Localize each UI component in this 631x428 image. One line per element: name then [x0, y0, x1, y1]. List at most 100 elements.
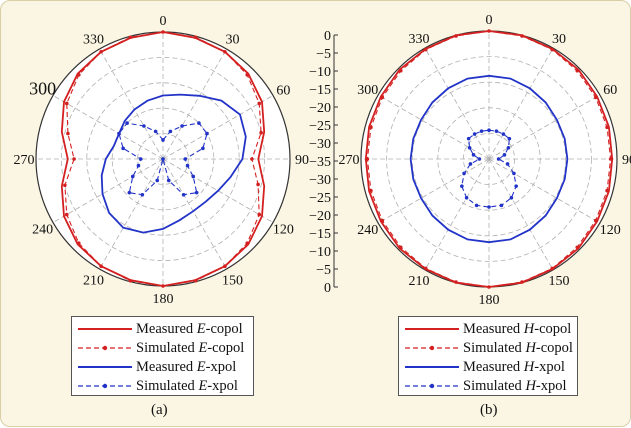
series-marker — [369, 126, 373, 130]
series-marker — [137, 164, 141, 168]
series-marker — [605, 126, 609, 130]
legend-entry: Measured E-copol — [72, 320, 253, 338]
series-marker — [506, 162, 510, 166]
legend-b: Measured H-copol Simulated H-copol Measure… — [398, 316, 578, 396]
legend-swatch — [78, 342, 132, 354]
series-marker — [257, 213, 261, 217]
radial-scale-label: −30 — [309, 137, 331, 152]
series-marker — [609, 157, 613, 161]
series-marker — [256, 183, 260, 187]
series-marker — [141, 193, 145, 197]
radial-scale-label: 0 — [324, 281, 331, 296]
radial-scale-label: −5 — [316, 263, 331, 278]
series-marker — [245, 73, 249, 77]
series-marker — [77, 241, 81, 245]
series-marker — [194, 279, 198, 283]
angle-tick-label: 90 — [622, 153, 631, 168]
series-marker — [478, 157, 482, 161]
angle-tick-label: 270 — [339, 153, 360, 168]
series-marker — [129, 279, 133, 283]
legend-entry: Simulated E-xpol — [72, 377, 253, 395]
radial-scale-label: −15 — [309, 227, 331, 242]
series-marker — [473, 132, 477, 136]
series-marker — [424, 48, 428, 52]
legend-swatch — [78, 380, 132, 392]
series-marker — [472, 153, 476, 157]
series-marker — [182, 193, 186, 197]
series-marker — [223, 264, 227, 268]
legend-entry: Measured E-xpol — [72, 358, 253, 376]
series-marker — [167, 179, 171, 183]
series-marker — [507, 146, 511, 150]
series-marker — [63, 183, 67, 187]
series-marker — [186, 164, 190, 168]
legend-swatch — [78, 323, 132, 335]
series-marker — [594, 219, 598, 223]
series-marker — [510, 196, 514, 200]
series-marker — [205, 132, 209, 136]
series-marker — [121, 147, 125, 151]
series-marker — [161, 138, 165, 142]
series-marker — [65, 102, 69, 106]
series-marker — [161, 284, 165, 288]
series-marker — [469, 162, 473, 166]
legend-label: Measured H-xpol — [463, 359, 565, 376]
legend-swatch — [405, 361, 459, 373]
series-marker — [169, 130, 173, 134]
series-marker — [514, 184, 518, 188]
legend-entry: Measured H-copol — [399, 320, 577, 338]
series-marker — [201, 147, 205, 151]
series-marker — [487, 128, 491, 132]
series-marker — [550, 48, 554, 52]
series-marker — [487, 205, 491, 209]
series-marker — [66, 132, 70, 136]
legend-label: Simulated E-copol — [136, 340, 244, 357]
radial-scale-label: −20 — [309, 101, 331, 116]
legend-entry: Measured H-xpol — [399, 358, 577, 376]
radial-scale-label: −10 — [309, 65, 331, 80]
legend-swatch — [405, 323, 459, 335]
series-marker — [197, 121, 201, 125]
series-marker — [381, 219, 385, 223]
angle-tick-label: 210 — [83, 273, 104, 288]
series-marker — [257, 102, 261, 106]
series-marker — [454, 280, 458, 284]
series-marker — [129, 35, 133, 39]
angle-tick-label: 240 — [357, 223, 378, 238]
series-marker — [99, 50, 103, 54]
legend-swatch — [405, 342, 459, 354]
angle-tick-label: 30 — [552, 32, 566, 47]
angle-tick-label: 90 — [295, 153, 309, 168]
radial-scale-label: −25 — [309, 191, 331, 206]
legend-label: Simulated H-copol — [463, 340, 573, 357]
angle-tick-label: 120 — [600, 223, 621, 238]
angle-tick-label: 210 — [409, 274, 430, 289]
series-marker — [259, 131, 263, 135]
series-marker — [155, 179, 159, 183]
radial-scale-label: −10 — [309, 245, 331, 260]
series-marker — [99, 264, 103, 268]
series-marker — [487, 285, 491, 289]
radial-scale-label: −25 — [309, 119, 331, 134]
series-marker — [366, 157, 370, 161]
angle-tick-label: 240 — [32, 223, 53, 238]
radial-scale-label: −20 — [309, 209, 331, 224]
series-marker — [575, 245, 579, 249]
series-marker — [72, 157, 76, 161]
series-marker — [125, 121, 129, 125]
radial-scale: 0−5−10−15−20−25−30−35−30−25−20−15−10−50 — [309, 29, 338, 296]
series-marker — [191, 175, 195, 179]
legend-label: Measured E-copol — [136, 321, 243, 338]
series-marker — [142, 124, 146, 128]
series-marker — [399, 245, 403, 249]
angle-tick-label: 0 — [160, 14, 167, 29]
series-marker — [381, 96, 385, 100]
series-marker — [245, 241, 249, 245]
legend-label: Measured H-copol — [463, 321, 571, 338]
series-marker — [495, 129, 499, 133]
angle-tick-label: 120 — [273, 223, 294, 238]
angle-tick-label: 180 — [479, 293, 500, 308]
angle-tick-label: 330 — [83, 33, 104, 48]
legend-entry: Simulated H-copol — [399, 339, 577, 357]
